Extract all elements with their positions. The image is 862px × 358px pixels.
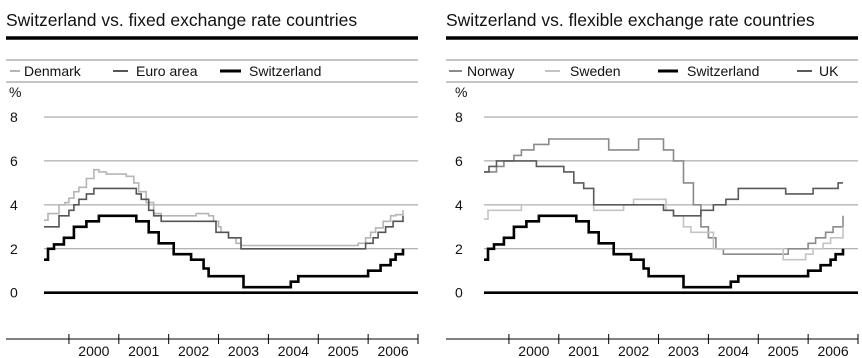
chart-title-flexible: Switzerland vs. flexible exchange rate c…	[446, 10, 815, 30]
legend-label-switzerland: Switzerland	[249, 63, 321, 79]
series-line-norway	[484, 138, 844, 255]
legend-label-euro-area: Euro area	[136, 63, 198, 79]
legend-item-switzerland: Switzerland	[658, 63, 759, 79]
legend-label-norway: Norway	[467, 63, 514, 79]
y-tick-label: 6	[10, 153, 18, 169]
plot-area-flexible: 0 2 4 6 8 2000 2001 2002 2003 2004 2005 2006	[446, 109, 859, 358]
panel-fixed-exchange: Switzerland vs. fixed exchange rate coun…	[6, 10, 419, 358]
legend-item-norway: Norway	[449, 63, 514, 79]
series-line-uk	[484, 160, 843, 217]
series-line-euro-area	[44, 187, 404, 250]
x-tick-label: 2006	[817, 343, 848, 358]
y-tick-label: 0	[455, 285, 463, 301]
series-line-switzerland	[484, 214, 845, 289]
x-tick-label: 2001	[128, 343, 159, 358]
series-line-denmark	[44, 168, 404, 247]
x-tick-label: 2004	[718, 343, 749, 358]
y-tick-label: 8	[10, 109, 18, 125]
series-line-switzerland	[44, 214, 405, 289]
y-tick-label: 6	[455, 153, 463, 169]
x-tick-label: 2002	[178, 343, 209, 358]
chart-title-fixed: Switzerland vs. fixed exchange rate coun…	[6, 10, 357, 30]
y-tick-label: 8	[455, 109, 463, 125]
x-tick-label: 2003	[668, 343, 699, 358]
x-tick-label: 2002	[618, 343, 649, 358]
legend-item-euro-area: Euro area	[113, 63, 198, 79]
y-tick-label: 4	[455, 197, 463, 213]
y-tick-label: 4	[10, 197, 18, 213]
legend-item-uk: UK	[797, 63, 839, 79]
legend-item-sweden: Sweden	[545, 63, 621, 79]
legend-label-uk: UK	[819, 63, 839, 79]
legend-label-switzerland: Switzerland	[687, 63, 759, 79]
y-tick-label: 2	[455, 241, 463, 257]
panel-flexible-exchange: Switzerland vs. flexible exchange rate c…	[446, 10, 859, 358]
y-axis-unit: %	[9, 84, 21, 100]
x-tick-label: 2006	[377, 343, 408, 358]
x-tick-label: 2003	[228, 343, 259, 358]
y-axis-unit: %	[455, 84, 467, 100]
y-tick-label: 2	[10, 241, 18, 257]
plot-area-fixed: 0 2 4 6 8 2000 2001 2002 2003 2004 2005 2006	[6, 109, 419, 358]
x-tick-label: 2000	[78, 343, 109, 358]
y-tick-label: 0	[10, 285, 18, 301]
legend-item-switzerland: Switzerland	[220, 63, 321, 79]
legend-fixed: Denmark Euro area Switzerland	[10, 63, 321, 79]
legend-flexible: Norway Sweden Switzerland UK	[449, 63, 839, 79]
x-tick-label: 2005	[328, 343, 359, 358]
legend-label-sweden: Sweden	[570, 63, 621, 79]
legend-item-denmark: Denmark	[10, 63, 82, 79]
x-tick-label: 2001	[568, 343, 599, 358]
x-tick-label: 2004	[278, 343, 309, 358]
legend-label-denmark: Denmark	[24, 63, 82, 79]
x-tick-label: 2005	[768, 343, 799, 358]
x-tick-label: 2000	[518, 343, 549, 358]
